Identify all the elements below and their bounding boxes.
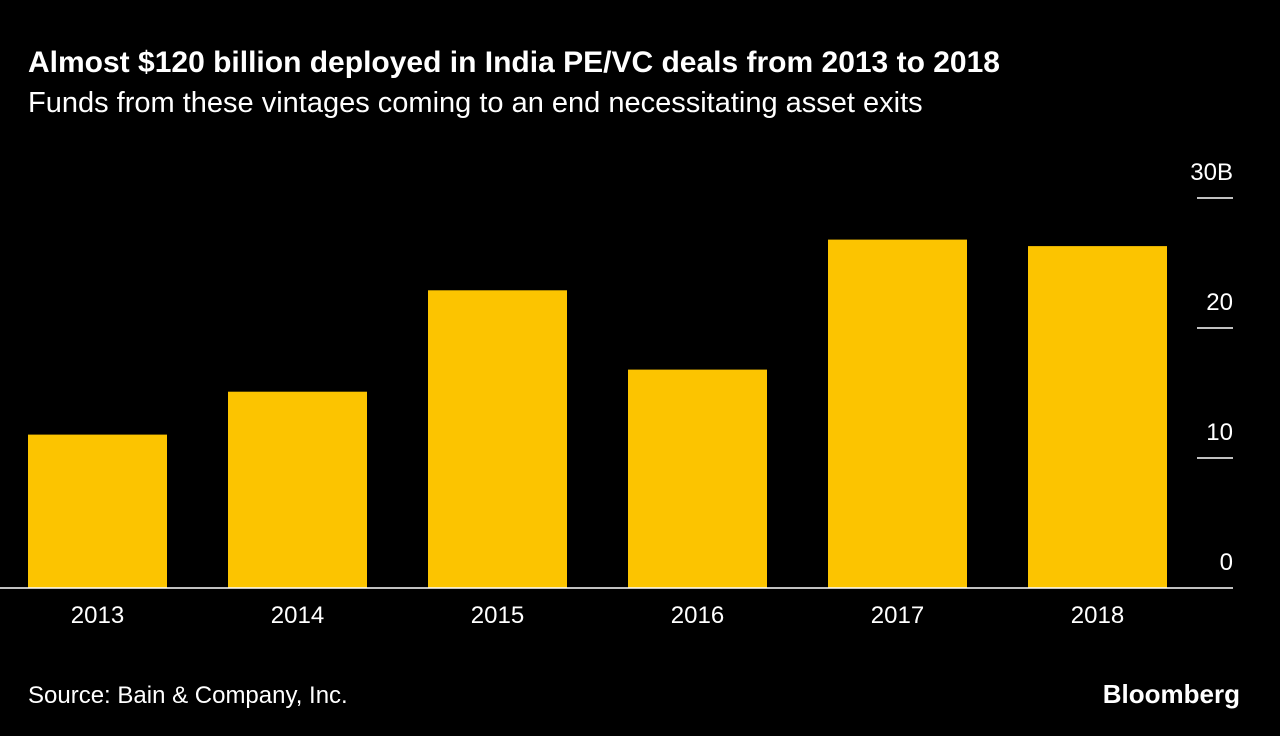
bar bbox=[428, 290, 567, 588]
y-tick-label: 30B bbox=[1190, 159, 1233, 186]
chart-title: Almost $120 billion deployed in India PE… bbox=[28, 46, 1000, 79]
x-tick-label: 2014 bbox=[271, 602, 324, 629]
x-tick-label: 2015 bbox=[471, 602, 524, 629]
bar bbox=[228, 391, 367, 588]
x-tick-label: 2016 bbox=[671, 602, 724, 629]
bar bbox=[1028, 246, 1167, 588]
x-tick-label: 2017 bbox=[871, 602, 924, 629]
bar bbox=[628, 369, 767, 588]
chart-subtitle: Funds from these vintages coming to an e… bbox=[28, 87, 923, 119]
bar bbox=[828, 239, 967, 588]
y-tick-label: 0 bbox=[1220, 549, 1233, 576]
source: Source: Bain & Company, Inc. bbox=[28, 682, 348, 709]
bar bbox=[28, 434, 167, 588]
brand: Bloomberg bbox=[1103, 679, 1240, 709]
x-tick-label: 2013 bbox=[71, 602, 124, 629]
y-tick-label: 10 bbox=[1206, 419, 1233, 446]
x-tick-label: 2018 bbox=[1071, 602, 1124, 629]
y-tick-label: 20 bbox=[1206, 289, 1233, 316]
